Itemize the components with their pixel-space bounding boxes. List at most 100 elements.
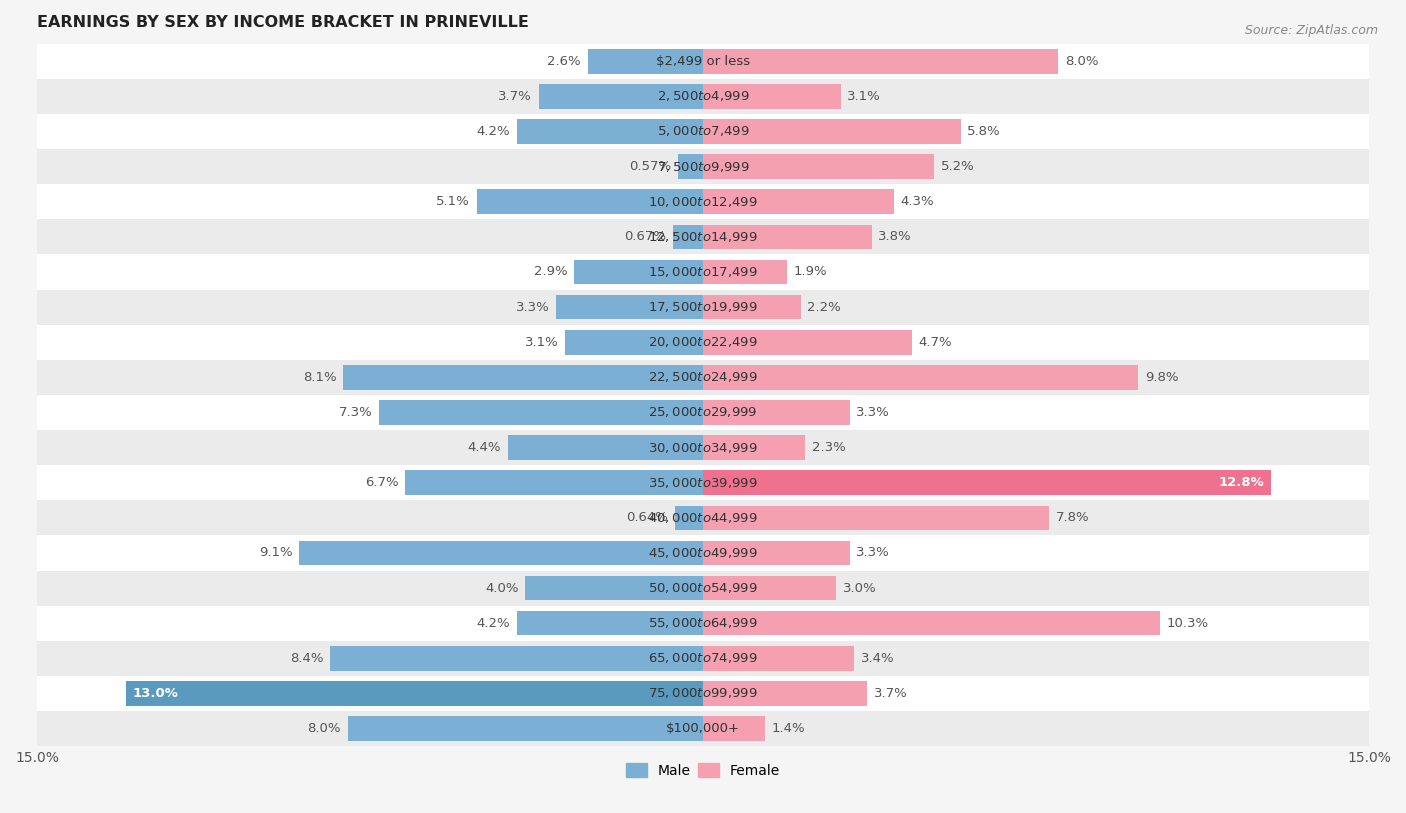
Text: 3.8%: 3.8%: [879, 230, 912, 243]
Bar: [37, 220, 1369, 254]
Text: 12.8%: 12.8%: [1219, 476, 1265, 489]
Bar: [557, 295, 703, 320]
Legend: Male, Female: Male, Female: [626, 763, 780, 778]
Bar: [299, 541, 703, 565]
Text: 9.8%: 9.8%: [1144, 371, 1178, 384]
Text: $65,000 to $74,999: $65,000 to $74,999: [648, 651, 758, 665]
Bar: [703, 646, 853, 671]
Text: 3.3%: 3.3%: [856, 406, 890, 419]
Bar: [703, 541, 849, 565]
Text: 8.1%: 8.1%: [304, 371, 336, 384]
Text: 10.3%: 10.3%: [1167, 617, 1209, 630]
Text: 1.9%: 1.9%: [794, 266, 828, 279]
Bar: [347, 716, 703, 741]
Text: $2,499 or less: $2,499 or less: [657, 54, 749, 67]
Text: 4.0%: 4.0%: [485, 581, 519, 594]
Text: $10,000 to $12,499: $10,000 to $12,499: [648, 195, 758, 209]
Text: 4.2%: 4.2%: [477, 617, 510, 630]
Text: 0.57%: 0.57%: [628, 160, 671, 173]
Text: Source: ZipAtlas.com: Source: ZipAtlas.com: [1244, 24, 1378, 37]
Bar: [37, 465, 1369, 500]
Bar: [526, 576, 703, 600]
Bar: [703, 506, 1049, 530]
Text: 9.1%: 9.1%: [259, 546, 292, 559]
Bar: [565, 330, 703, 354]
Text: 4.7%: 4.7%: [918, 336, 952, 349]
Bar: [378, 400, 703, 424]
Bar: [37, 641, 1369, 676]
Text: 3.3%: 3.3%: [516, 301, 550, 314]
Bar: [343, 365, 703, 389]
Text: 8.4%: 8.4%: [290, 652, 323, 665]
Text: 3.0%: 3.0%: [842, 581, 876, 594]
Bar: [508, 435, 703, 460]
Bar: [675, 506, 703, 530]
Bar: [703, 716, 765, 741]
Bar: [37, 395, 1369, 430]
Bar: [703, 365, 1139, 389]
Bar: [37, 500, 1369, 536]
Bar: [37, 711, 1369, 746]
Bar: [703, 49, 1059, 73]
Bar: [703, 189, 894, 214]
Text: $22,500 to $24,999: $22,500 to $24,999: [648, 371, 758, 385]
Bar: [37, 430, 1369, 465]
Bar: [703, 259, 787, 285]
Text: $100,000+: $100,000+: [666, 722, 740, 735]
Bar: [330, 646, 703, 671]
Bar: [125, 681, 703, 706]
Bar: [703, 84, 841, 109]
Bar: [673, 224, 703, 249]
Bar: [703, 435, 806, 460]
Bar: [574, 259, 703, 285]
Bar: [37, 114, 1369, 149]
Bar: [37, 360, 1369, 395]
Text: 7.3%: 7.3%: [339, 406, 373, 419]
Text: 8.0%: 8.0%: [1064, 54, 1098, 67]
Text: 6.7%: 6.7%: [366, 476, 399, 489]
Bar: [37, 606, 1369, 641]
Bar: [588, 49, 703, 73]
Bar: [703, 120, 960, 144]
Bar: [678, 154, 703, 179]
Text: 8.0%: 8.0%: [308, 722, 342, 735]
Text: $25,000 to $29,999: $25,000 to $29,999: [648, 406, 758, 420]
Bar: [703, 471, 1271, 495]
Text: $35,000 to $39,999: $35,000 to $39,999: [648, 476, 758, 489]
Text: $5,000 to $7,499: $5,000 to $7,499: [657, 124, 749, 138]
Bar: [538, 84, 703, 109]
Bar: [37, 185, 1369, 220]
Text: 2.9%: 2.9%: [534, 266, 568, 279]
Bar: [37, 44, 1369, 79]
Bar: [703, 611, 1160, 636]
Text: 4.4%: 4.4%: [467, 441, 501, 454]
Text: 0.67%: 0.67%: [624, 230, 666, 243]
Bar: [703, 154, 934, 179]
Bar: [703, 576, 837, 600]
Bar: [703, 681, 868, 706]
Text: 3.1%: 3.1%: [524, 336, 558, 349]
Text: $15,000 to $17,499: $15,000 to $17,499: [648, 265, 758, 279]
Bar: [516, 120, 703, 144]
Text: 13.0%: 13.0%: [132, 687, 179, 700]
Text: 3.7%: 3.7%: [875, 687, 908, 700]
Text: $17,500 to $19,999: $17,500 to $19,999: [648, 300, 758, 314]
Text: 1.4%: 1.4%: [772, 722, 806, 735]
Text: 3.3%: 3.3%: [856, 546, 890, 559]
Bar: [703, 400, 849, 424]
Bar: [37, 324, 1369, 360]
Text: 2.2%: 2.2%: [807, 301, 841, 314]
Text: 4.3%: 4.3%: [901, 195, 934, 208]
Text: 7.8%: 7.8%: [1056, 511, 1090, 524]
Bar: [516, 611, 703, 636]
Bar: [37, 149, 1369, 185]
Bar: [37, 536, 1369, 571]
Bar: [703, 330, 911, 354]
Text: $55,000 to $64,999: $55,000 to $64,999: [648, 616, 758, 630]
Bar: [37, 254, 1369, 289]
Text: 3.1%: 3.1%: [848, 90, 882, 103]
Text: 3.7%: 3.7%: [498, 90, 531, 103]
Text: $2,500 to $4,999: $2,500 to $4,999: [657, 89, 749, 103]
Text: $12,500 to $14,999: $12,500 to $14,999: [648, 230, 758, 244]
Text: $40,000 to $44,999: $40,000 to $44,999: [648, 511, 758, 525]
